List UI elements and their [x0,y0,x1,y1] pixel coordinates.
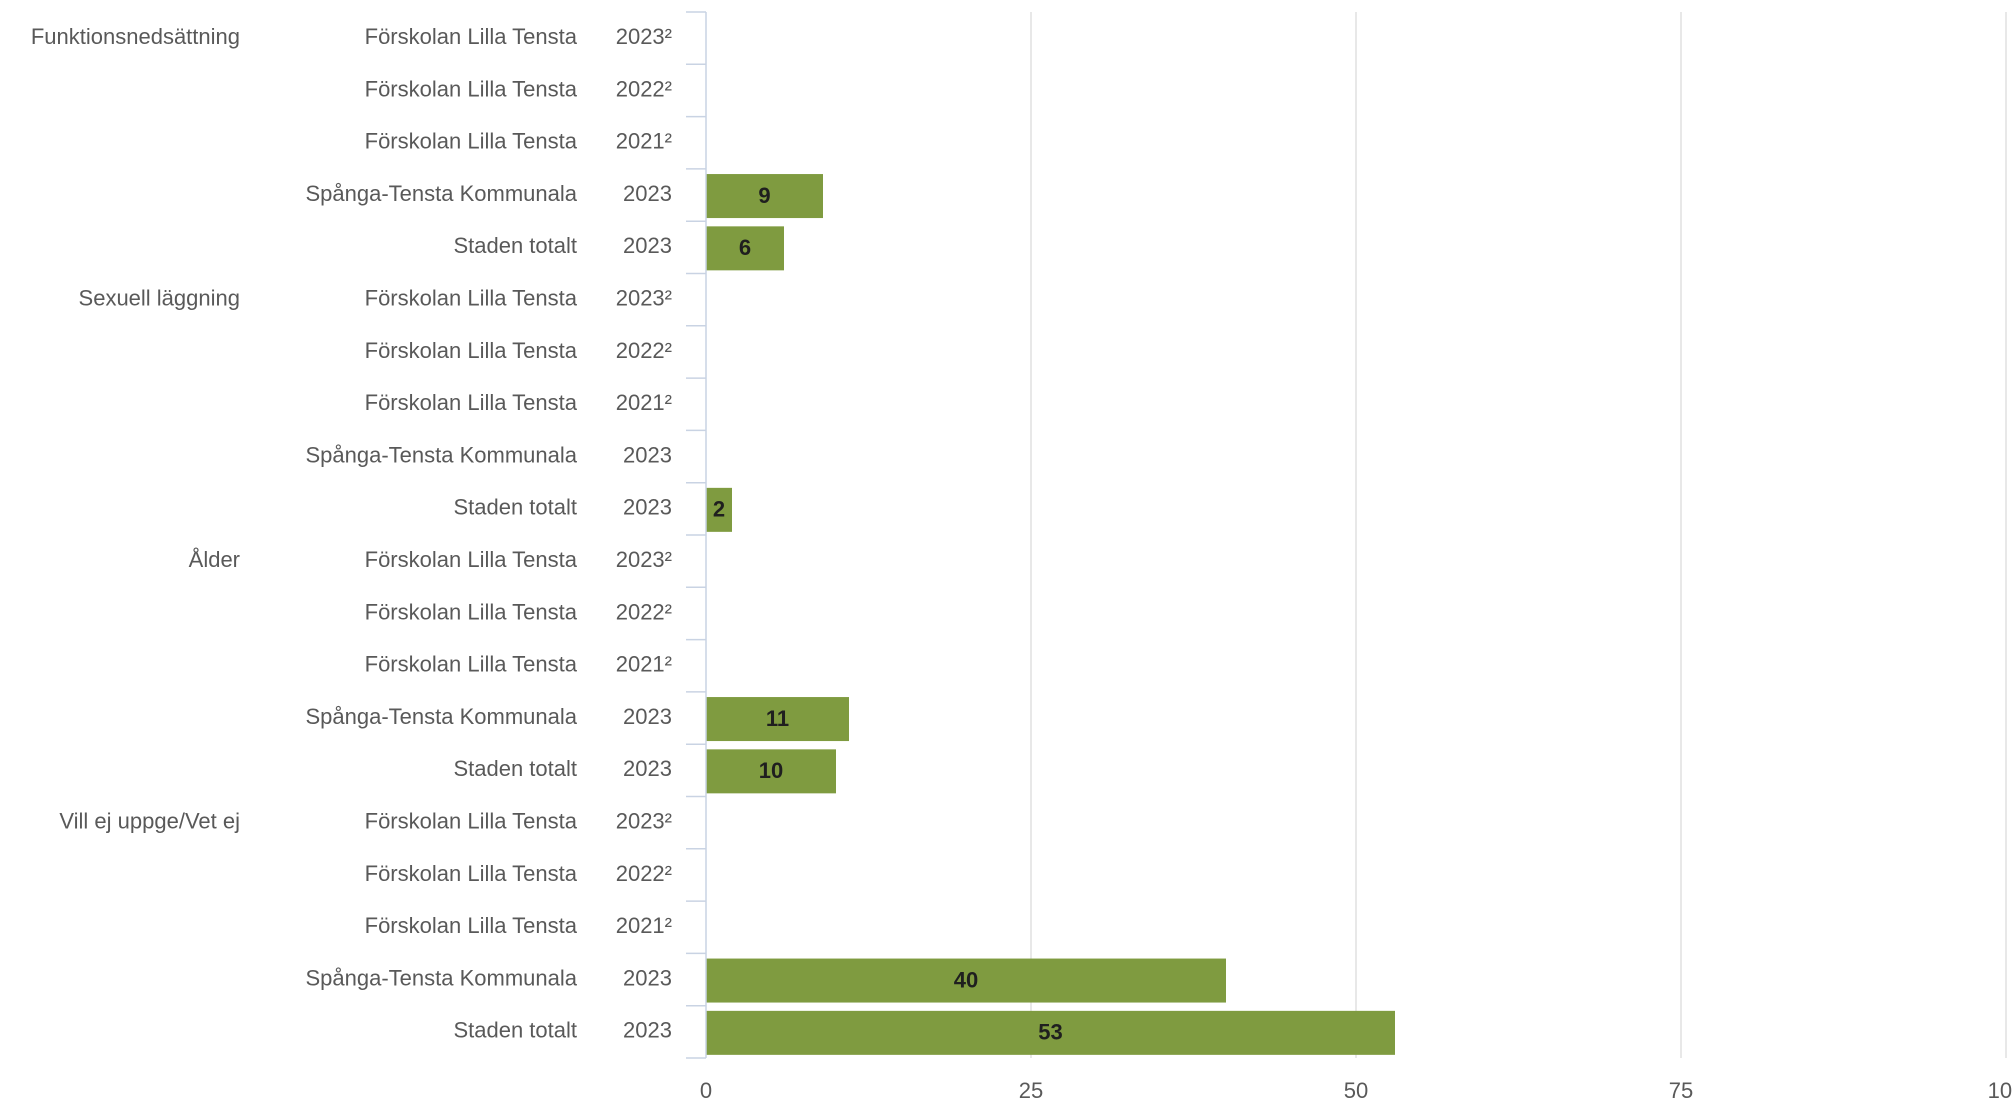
x-tick-label: 50 [1344,1078,1368,1099]
unit-label: Förskolan Lilla Tensta [365,652,578,677]
year-label: 2023² [616,808,672,833]
unit-label: Spånga-Tensta Kommunala [306,704,578,729]
year-label: 2023 [623,1018,672,1043]
unit-label: Förskolan Lilla Tensta [365,913,578,938]
data-label: 9 [758,183,770,208]
unit-label: Förskolan Lilla Tensta [365,285,578,310]
group-label: Sexuell läggning [79,285,240,310]
unit-label: Staden totalt [453,1018,577,1043]
unit-label: Spånga-Tensta Kommunala [306,965,578,990]
unit-label: Förskolan Lilla Tensta [365,808,578,833]
data-label: 10 [759,758,783,783]
unit-label: Förskolan Lilla Tensta [365,129,578,154]
unit-label: Förskolan Lilla Tensta [365,390,578,415]
year-label: 2023² [616,285,672,310]
unit-label: Förskolan Lilla Tensta [365,861,578,886]
bar [706,1010,1395,1055]
x-axis-ticks: 0 25 50 75 100 [700,1078,2013,1099]
year-label: 2023 [623,495,672,520]
year-label: 2022² [616,76,672,101]
group-label: Vill ej uppge/Vet ej [59,808,240,833]
year-label: 2023 [623,233,672,258]
category-labels: Funktionsnedsättning Förskolan Lilla Tens… [31,24,672,1043]
data-label: 40 [954,967,978,992]
group-label: Funktionsnedsättning [31,24,240,49]
x-tick-label: 75 [1669,1078,1693,1099]
bars: 9 6 2 11 10 40 53 [706,174,1395,1055]
unit-label: Spånga-Tensta Kommunala [306,442,578,467]
x-tick-label: 0 [700,1078,712,1099]
year-label: 2021² [616,129,672,154]
year-label: 2023 [623,965,672,990]
unit-label: Staden totalt [453,756,577,781]
bar [706,487,732,532]
bar [706,697,849,742]
unit-label: Staden totalt [453,233,577,258]
unit-label: Förskolan Lilla Tensta [365,24,578,49]
x-tick-label: 100 [1988,1078,2013,1099]
year-label: 2023² [616,547,672,572]
year-label: 2023 [623,756,672,781]
year-label: 2022² [616,338,672,363]
data-label: 6 [739,235,751,260]
unit-label: Förskolan Lilla Tensta [365,599,578,624]
year-label: 2023 [623,442,672,467]
data-label: 53 [1038,1020,1062,1045]
category-axis [686,11,707,1059]
unit-label: Förskolan Lilla Tensta [365,547,578,572]
year-label: 2022² [616,861,672,886]
data-label: 11 [766,706,789,731]
year-label: 2021² [616,913,672,938]
unit-label: Förskolan Lilla Tensta [365,76,578,101]
unit-label: Spånga-Tensta Kommunala [306,181,578,206]
year-label: 2021² [616,390,672,415]
year-label: 2022² [616,599,672,624]
unit-label: Förskolan Lilla Tensta [365,338,578,363]
bar [706,226,784,271]
bar [706,749,836,794]
year-label: 2023 [623,704,672,729]
x-tick-label: 25 [1019,1078,1043,1099]
data-label: 2 [713,497,725,522]
unit-label: Staden totalt [453,495,577,520]
gridlines [1030,12,2007,1058]
year-label: 2023 [623,181,672,206]
bar [706,958,1226,1003]
year-label: 2023² [616,24,672,49]
group-label: Ålder [189,547,240,572]
year-label: 2021² [616,652,672,677]
bar [706,174,823,219]
